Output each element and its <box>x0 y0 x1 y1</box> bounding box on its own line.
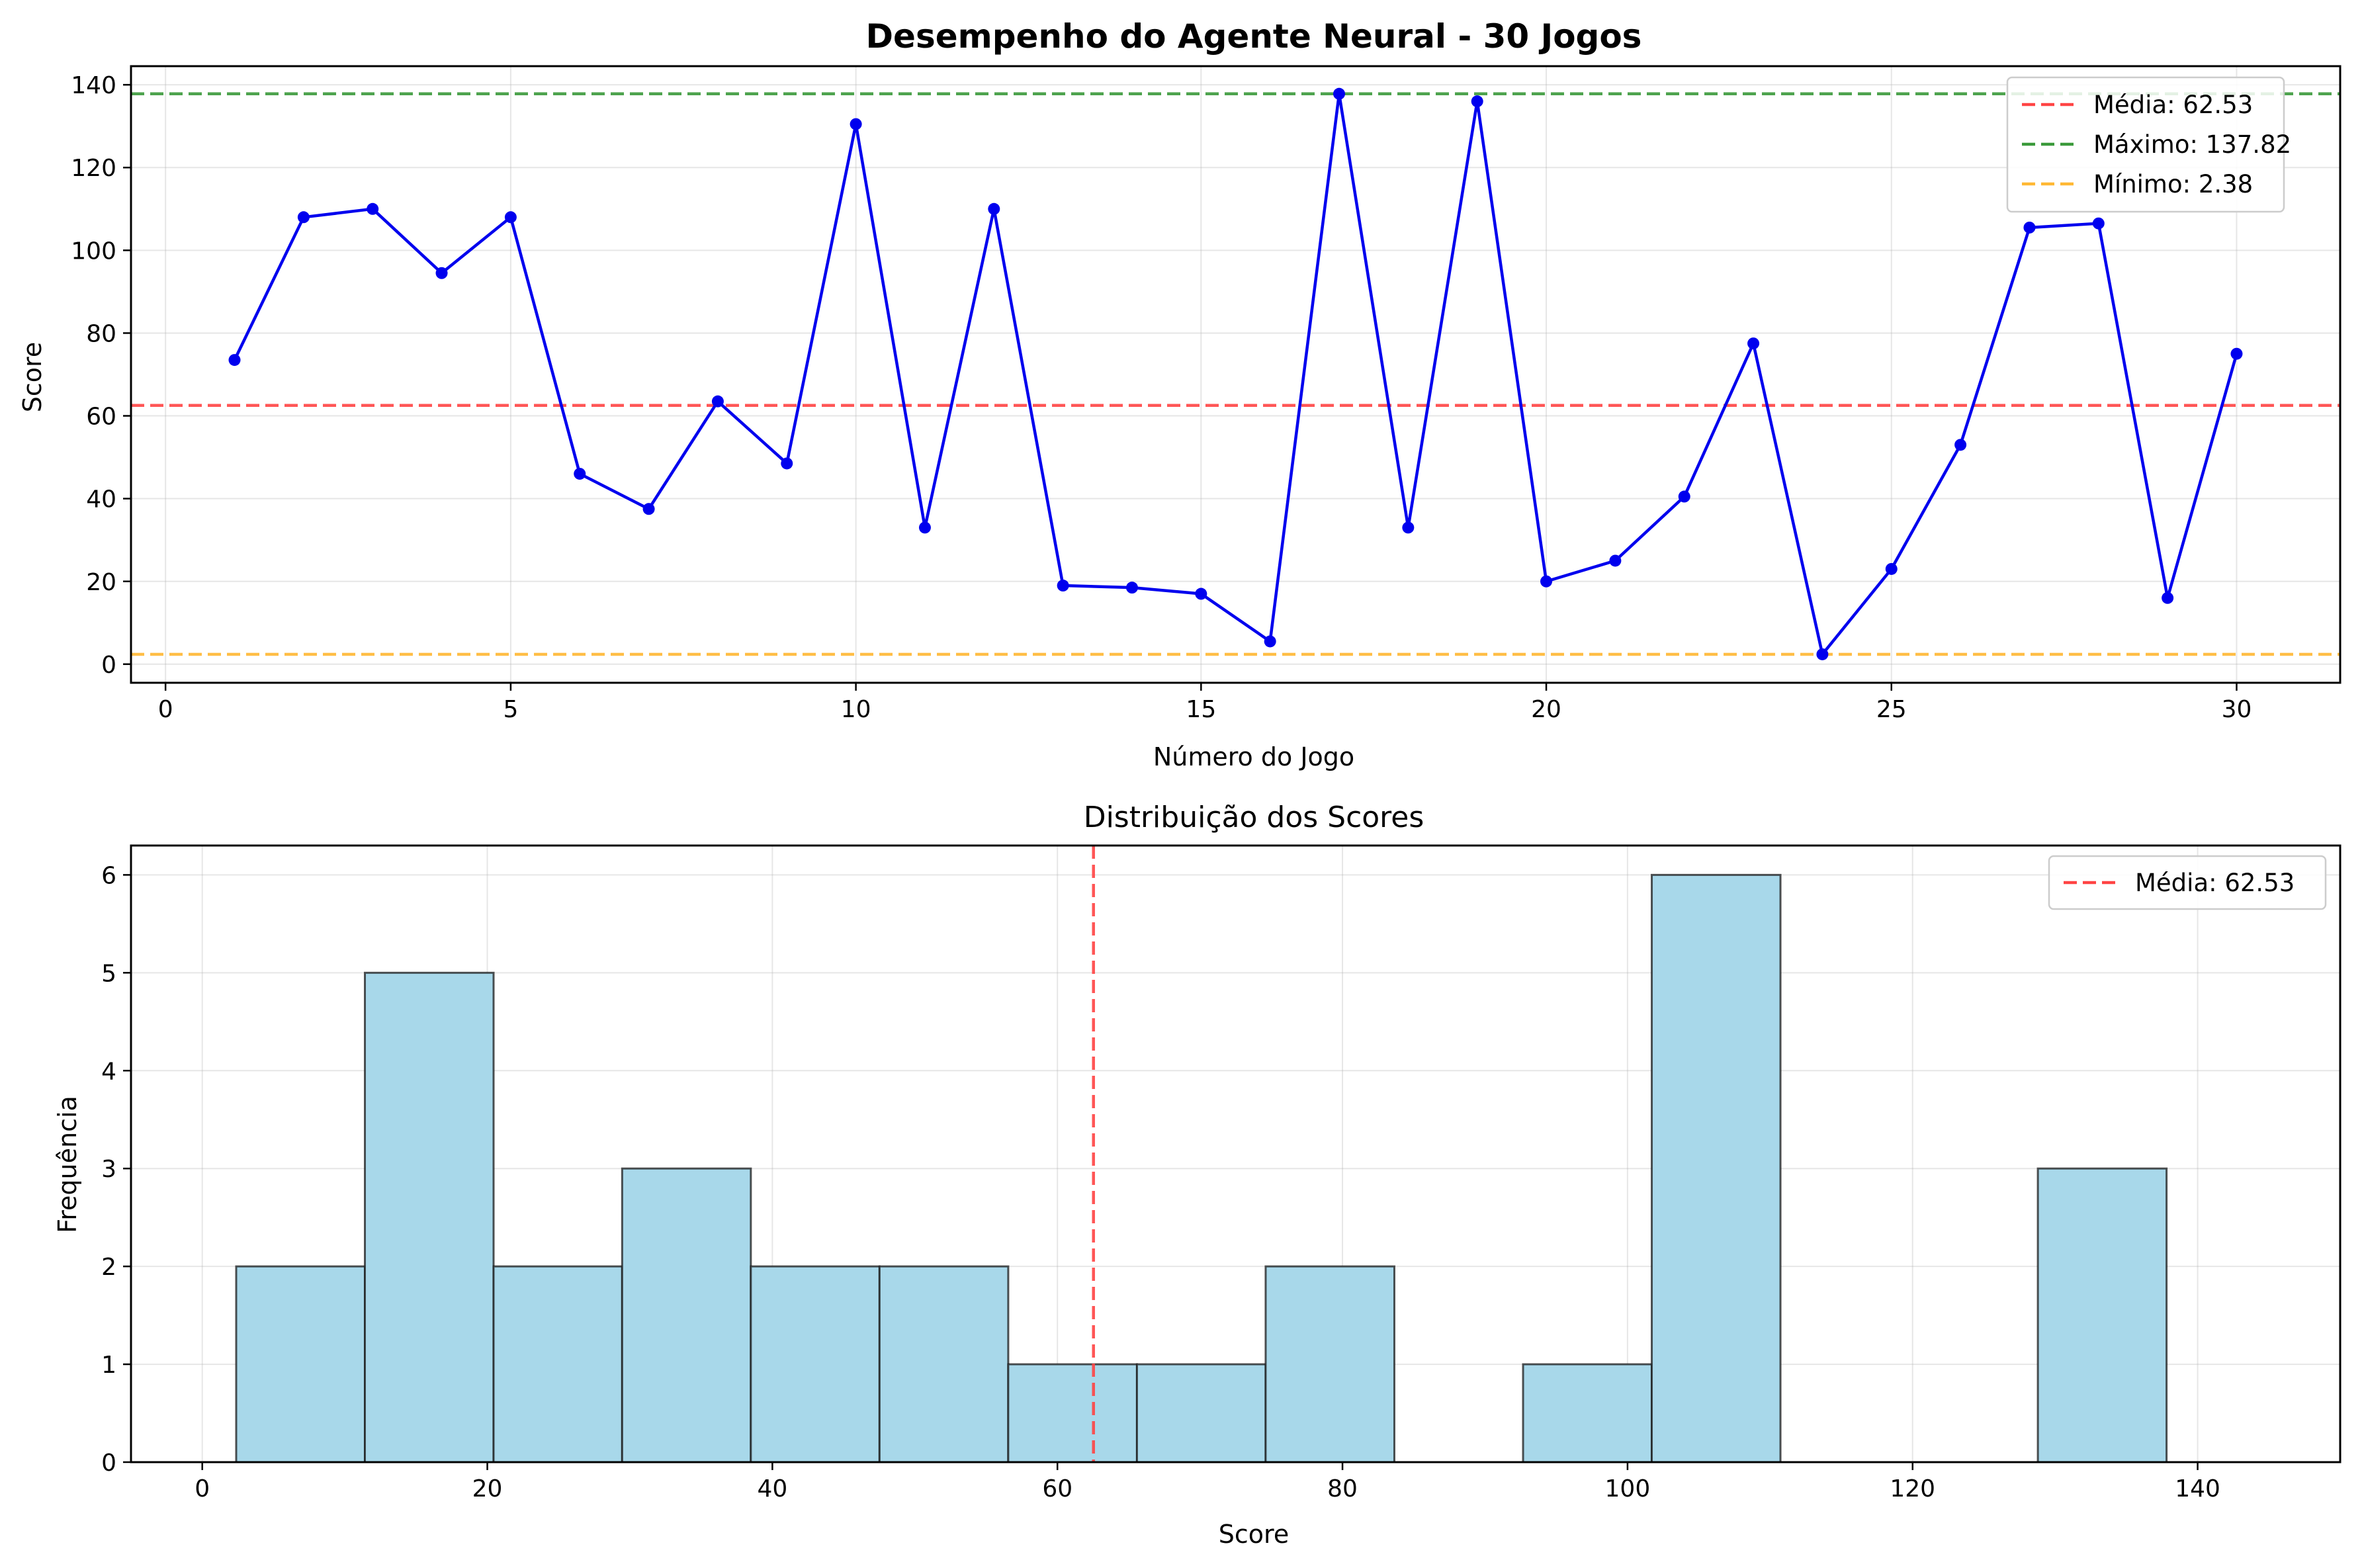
histogram-bar <box>492 1265 623 1463</box>
data-point <box>2092 217 2105 230</box>
histogram-bar <box>1651 873 1782 1463</box>
histogram-chart: Distribuição dos Scores 0 20 40 60 80 100 120 1… <box>53 801 2341 1549</box>
y-tick-label: 1 <box>101 1352 116 1379</box>
chart-title: Distribuição dos Scores <box>1084 801 1424 834</box>
data-point <box>2023 221 2036 234</box>
x-tick-label: 0 <box>158 696 173 723</box>
x-tick-label: 5 <box>503 696 518 723</box>
data-point <box>297 211 310 224</box>
histogram-bar <box>235 1265 367 1463</box>
y-tick-label: 2 <box>101 1254 116 1281</box>
data-point <box>1540 575 1553 588</box>
chart-title: Desempenho do Agente Neural - 30 Jogos <box>866 17 1642 56</box>
data-point <box>435 267 448 279</box>
y-tick-label: 60 <box>86 404 116 431</box>
y-tick-label: 5 <box>101 960 116 987</box>
data-point <box>2230 347 2243 360</box>
legend-label: Mínimo: 2.38 <box>2093 170 2253 198</box>
data-point <box>988 202 1000 215</box>
x-tick-label: 140 <box>2175 1475 2220 1503</box>
legend-label: Máximo: 137.82 <box>2093 130 2291 159</box>
histogram-bar <box>364 971 495 1463</box>
y-tick-label: 0 <box>101 1450 116 1477</box>
legend-box <box>2006 76 2285 213</box>
x-axis-label: Número do Jogo <box>1153 742 1354 771</box>
data-point <box>1125 582 1138 594</box>
histogram-bar <box>750 1265 881 1463</box>
data-point <box>228 354 241 367</box>
y-tick-label: 0 <box>101 652 116 679</box>
x-tick-label: 20 <box>472 1475 503 1503</box>
legend-label: Média: 62.53 <box>2093 91 2253 119</box>
data-point <box>1816 648 1829 660</box>
data-point <box>711 395 724 408</box>
x-axis-label: Score <box>1219 1520 1289 1549</box>
histogram-bar <box>1264 1265 1395 1463</box>
histogram-bar <box>621 1167 752 1463</box>
x-tick-label: 20 <box>1531 696 1561 723</box>
histogram-bar <box>878 1265 1010 1463</box>
x-tick-label: 25 <box>1876 696 1907 723</box>
data-point <box>574 468 586 480</box>
data-point <box>1885 562 1898 575</box>
data-point <box>1402 521 1415 534</box>
x-tick-label: 15 <box>1186 696 1216 723</box>
y-tick-label: 80 <box>86 320 116 347</box>
data-point <box>1678 490 1690 503</box>
data-point <box>1471 95 1483 108</box>
x-tick-label: 60 <box>1042 1475 1072 1503</box>
y-tick-label: 120 <box>71 155 116 182</box>
axis-ticks: 0 20 40 60 80 100 120 140 0 1 2 3 4 5 6 <box>101 862 2220 1503</box>
y-tick-label: 6 <box>101 862 116 889</box>
data-point <box>1057 580 1069 592</box>
data-point <box>2162 591 2174 604</box>
y-tick-label: 20 <box>86 569 116 596</box>
x-tick-label: 30 <box>2222 696 2252 723</box>
y-tick-label: 140 <box>71 72 116 99</box>
data-point <box>1264 635 1276 648</box>
data-point <box>1195 588 1207 600</box>
grid <box>131 66 2340 683</box>
y-tick-label: 3 <box>101 1156 116 1183</box>
x-tick-label: 40 <box>757 1475 787 1503</box>
data-point <box>1747 337 1760 350</box>
y-tick-label: 100 <box>71 238 116 265</box>
legend-box <box>2048 855 2327 910</box>
histogram-bar <box>1135 1363 1267 1463</box>
line-chart: Desempenho do Agente Neural - 30 Jogos 0… <box>18 17 2341 771</box>
histogram-bar <box>1522 1363 1653 1463</box>
data-point <box>504 211 517 224</box>
legend-label: Média: 62.53 <box>2135 869 2295 897</box>
x-tick-label: 80 <box>1327 1475 1358 1503</box>
reference-lines <box>131 92 2340 656</box>
histogram-bar <box>1007 1363 1138 1463</box>
y-axis-label: Score <box>18 342 47 412</box>
x-tick-label: 10 <box>841 696 871 723</box>
x-tick-label: 100 <box>1605 1475 1651 1503</box>
plot-frame <box>130 844 2341 1463</box>
y-tick-label: 4 <box>101 1058 116 1085</box>
data-point <box>918 521 931 534</box>
histogram-bar <box>2036 1167 2168 1463</box>
series-line <box>233 92 2238 656</box>
data-point <box>642 503 655 515</box>
histogram-bars <box>235 873 2168 1463</box>
x-tick-label: 120 <box>1890 1475 1935 1503</box>
legend: Média: 62.53 <box>2048 855 2327 910</box>
legend: Média: 62.53 Máximo: 137.82 Mínimo: 2.38 <box>2006 76 2291 213</box>
data-point <box>367 202 379 215</box>
plot-frame <box>130 65 2341 684</box>
y-tick-label: 40 <box>86 486 116 513</box>
series <box>228 87 2243 660</box>
data-point <box>781 457 793 470</box>
y-axis-label: Frequência <box>53 1096 82 1233</box>
data-point <box>1609 554 1622 567</box>
axis-ticks: 0 5 10 15 20 25 30 0 20 40 60 80 100 120 140 <box>71 72 2252 723</box>
data-point <box>850 118 862 130</box>
x-tick-label: 0 <box>195 1475 210 1503</box>
data-point <box>1333 87 1346 100</box>
data-point <box>1954 439 1967 451</box>
